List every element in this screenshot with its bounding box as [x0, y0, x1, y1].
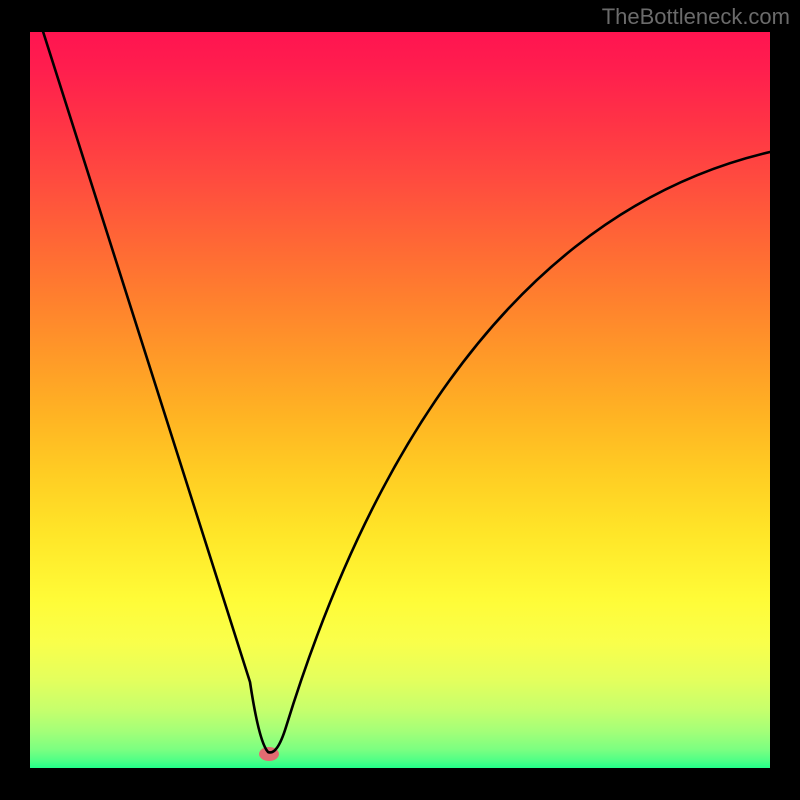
bottleneck-curve — [40, 22, 770, 752]
site-watermark: TheBottleneck.com — [602, 4, 790, 30]
curve-layer — [30, 32, 770, 768]
plot-area — [30, 32, 770, 768]
chart-container: TheBottleneck.com — [0, 0, 800, 800]
